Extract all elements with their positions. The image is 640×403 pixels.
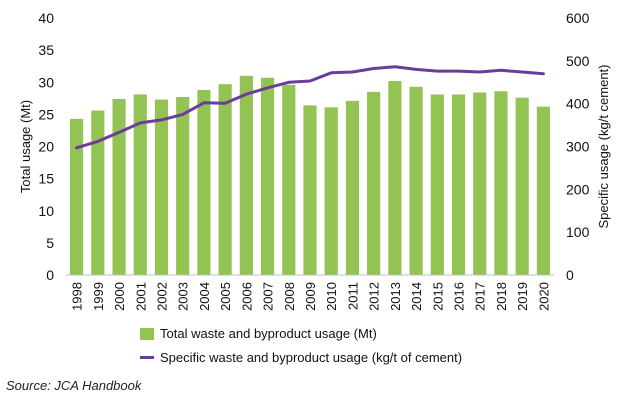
bar: [388, 80, 402, 275]
x-tick-label: 2015: [430, 282, 445, 311]
y-tick-label: 40: [38, 10, 54, 26]
x-tick-label: 2008: [282, 282, 297, 311]
bar: [324, 107, 338, 276]
legend-item-bars: Total waste and byproduct usage (Mt): [140, 326, 377, 341]
source-note: Source: JCA Handbook: [6, 378, 142, 393]
x-tick-label: 2017: [473, 282, 488, 311]
x-tick-label: 2014: [409, 282, 424, 311]
x-tick-label: 2002: [154, 282, 169, 311]
x-tick-label: 2011: [345, 282, 360, 310]
y-tick-label: 5: [46, 235, 54, 251]
x-tick-label: 2009: [303, 282, 318, 311]
legend-swatch-bars: [140, 327, 154, 340]
y-tick-label: 25: [38, 106, 54, 122]
legend-swatch-line: [140, 356, 154, 359]
bar: [536, 106, 550, 275]
legend-label-line: Specific waste and byproduct usage (kg/t…: [160, 350, 463, 365]
x-tick-label: 1999: [91, 282, 106, 311]
x-tick-label: 2013: [388, 282, 403, 311]
x-tick-label: 2012: [367, 282, 382, 311]
bar: [430, 94, 444, 276]
legend-label-bars: Total waste and byproduct usage (Mt): [160, 326, 377, 341]
x-tick-label: 2019: [515, 282, 530, 311]
y2-tick-label: 500: [566, 53, 590, 69]
bar: [133, 94, 147, 276]
x-tick-label: 2004: [197, 282, 212, 311]
x-tick-label: 2003: [176, 282, 191, 311]
x-tick-label: 2016: [452, 282, 467, 311]
y-tick-label: 0: [46, 267, 54, 283]
bar: [70, 118, 84, 275]
x-tick-label: 2010: [324, 282, 339, 311]
bar: [494, 91, 508, 276]
line-series: [75, 65, 545, 150]
bar: [197, 89, 211, 276]
bar-series: [70, 75, 550, 276]
x-tick-label: 2006: [239, 282, 254, 311]
bar: [303, 105, 317, 275]
legend-item-line: Specific waste and byproduct usage (kg/t…: [140, 350, 462, 365]
y2-tick-label: 0: [566, 267, 574, 283]
y2-tick-label: 200: [566, 181, 590, 197]
bar: [409, 86, 423, 275]
y2-tick-label: 300: [566, 139, 590, 155]
y-tick-label: 30: [38, 74, 54, 90]
y-tick-label: 35: [38, 42, 54, 58]
y-axis-label: Total usage (Mt): [18, 100, 33, 193]
bar: [473, 92, 487, 275]
x-tick-label: 2000: [112, 282, 127, 311]
y2-tick-label: 100: [566, 224, 590, 240]
bar: [154, 99, 169, 275]
bar: [282, 84, 296, 275]
y2-axis-label: Specific usage (kg/t cement): [596, 64, 611, 228]
x-tick-label: 1998: [70, 282, 85, 311]
left-axis: 0 5 10 15 20 25 30 35 40: [38, 10, 54, 283]
x-tick-label: 2007: [261, 282, 276, 311]
bar: [218, 84, 232, 276]
y-tick-label: 15: [38, 171, 54, 187]
bar: [451, 94, 466, 276]
bar: [515, 97, 529, 275]
bar: [239, 75, 253, 275]
y-tick-label: 20: [38, 139, 54, 155]
x-tick-label: 2005: [218, 282, 233, 311]
bar: [367, 91, 381, 275]
right-axis: 0 100 200 300 400 500 600: [566, 10, 590, 283]
x-axis: 1998 1999 2000 2001 2002 2003 2004 2005 2006 2007…: [70, 282, 552, 311]
bar: [345, 100, 360, 275]
y2-tick-label: 600: [566, 10, 590, 26]
y-tick-label: 10: [38, 203, 54, 219]
x-tick-label: 2020: [536, 282, 551, 311]
y2-tick-label: 400: [566, 96, 590, 112]
bar: [112, 98, 126, 275]
x-tick-label: 2018: [494, 282, 509, 311]
bar: [260, 77, 275, 275]
bar: [176, 97, 190, 275]
x-tick-label: 2001: [133, 282, 148, 311]
bar: [91, 110, 105, 276]
